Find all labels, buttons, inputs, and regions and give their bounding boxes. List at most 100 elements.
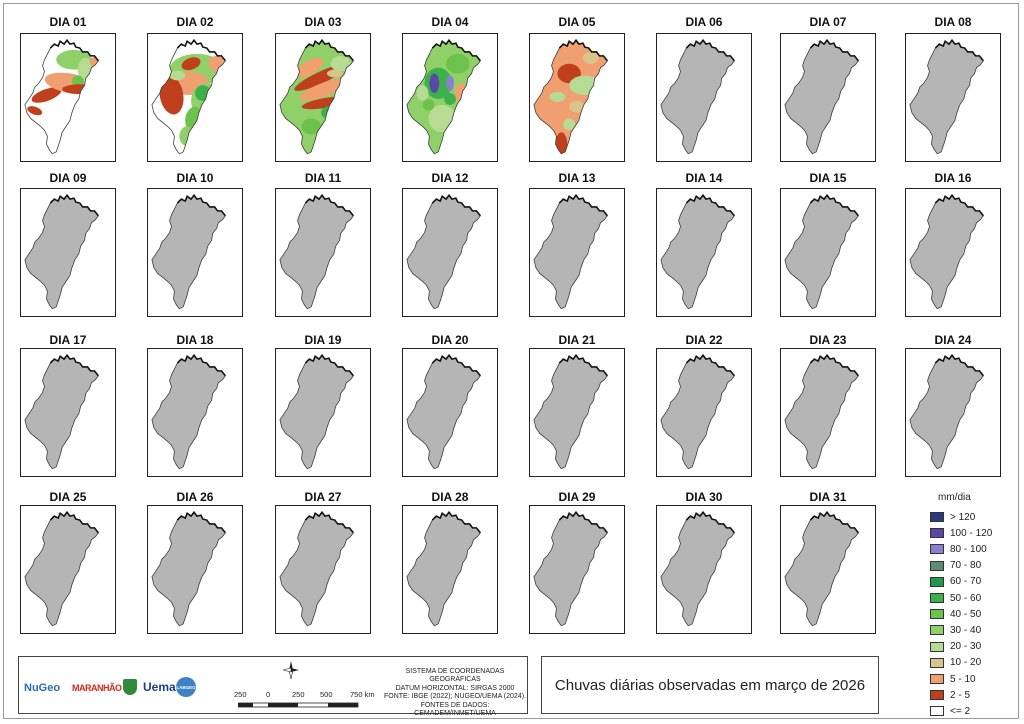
legend-item: 70 - 80 xyxy=(930,559,981,573)
scale-tick-label: 500 xyxy=(320,690,333,699)
day-map-panel xyxy=(529,505,625,634)
day-label: DIA 11 xyxy=(304,171,342,185)
day-label: DIA 16 xyxy=(934,171,972,185)
day-map-panel xyxy=(147,188,243,317)
day-label: DIA 09 xyxy=(49,171,87,185)
day-map-panel xyxy=(275,33,371,162)
day-label: DIA 03 xyxy=(304,15,342,29)
day-map-panel xyxy=(275,505,371,634)
legend-label: 80 - 100 xyxy=(950,543,987,555)
credit-line: FONTE: IBGE (2022); NUGEO/UEMA (2024). xyxy=(384,693,526,701)
day-label: DIA 22 xyxy=(685,333,723,347)
maranhao-map xyxy=(533,38,608,155)
legend-swatch xyxy=(930,528,944,539)
legend-item: 100 - 120 xyxy=(930,526,992,540)
day-label: DIA 19 xyxy=(304,333,342,347)
day-label: DIA 15 xyxy=(809,171,847,185)
maranhao-map xyxy=(279,38,354,155)
legend-item: 40 - 50 xyxy=(930,607,981,621)
maranhao-map xyxy=(909,38,984,155)
legend-item: <= 2 xyxy=(930,704,970,718)
day-map-panel xyxy=(529,348,625,477)
day-label: DIA 02 xyxy=(176,15,214,29)
day-label: DIA 10 xyxy=(176,171,214,185)
day-map-panel xyxy=(905,348,1001,477)
north-arrow-icon xyxy=(282,661,299,680)
maranhao-map xyxy=(660,38,735,155)
legend-label: <= 2 xyxy=(950,705,971,717)
maranhao-map xyxy=(660,510,735,627)
maranhao-map xyxy=(279,353,354,470)
legend-swatch xyxy=(930,576,944,587)
scale-tick-label: 250 xyxy=(234,690,247,699)
maranhao-map xyxy=(406,193,481,310)
day-label: DIA 31 xyxy=(809,490,847,504)
day-map-panel xyxy=(780,33,876,162)
day-map-panel xyxy=(20,33,116,162)
legend-swatch xyxy=(930,560,944,571)
day-label: DIA 05 xyxy=(558,15,596,29)
legend-swatch xyxy=(930,690,944,701)
day-label: DIA 24 xyxy=(934,333,972,347)
legend-item: 2 - 5 xyxy=(930,688,970,702)
legend-label: > 120 xyxy=(950,511,976,523)
day-label: DIA 01 xyxy=(49,15,87,29)
maranhao-map xyxy=(406,38,481,155)
legend-item: 5 - 10 xyxy=(930,672,976,686)
legend-item: > 120 xyxy=(930,510,975,524)
day-map-panel xyxy=(275,188,371,317)
scale-tick-label: 250 xyxy=(292,690,305,699)
day-label: DIA 04 xyxy=(431,15,469,29)
day-label: DIA 13 xyxy=(558,171,596,185)
scale-tick-label: 0 xyxy=(266,690,271,699)
legend-label: 100 - 120 xyxy=(950,527,993,539)
maranhao-map xyxy=(406,510,481,627)
scale-bar xyxy=(238,702,359,708)
day-label: DIA 07 xyxy=(809,15,847,29)
crest-logo xyxy=(123,679,137,695)
legend-label: 5 - 10 xyxy=(950,673,976,685)
day-map-panel xyxy=(656,33,752,162)
maranhao-map xyxy=(24,353,99,470)
maranhao-map xyxy=(660,353,735,470)
title-box xyxy=(541,656,879,714)
maranhao-map xyxy=(279,193,354,310)
maranhao-map xyxy=(533,510,608,627)
maranhao-map xyxy=(909,353,984,470)
day-map-panel xyxy=(780,188,876,317)
legend-swatch xyxy=(930,657,944,668)
legend-swatch xyxy=(930,706,944,717)
day-label: DIA 28 xyxy=(431,490,469,504)
day-map-panel xyxy=(656,505,752,634)
maranhao-map xyxy=(24,193,99,310)
day-label: DIA 17 xyxy=(49,333,87,347)
map-title: Chuvas diárias observadas em março de 20… xyxy=(554,676,866,694)
legend-swatch xyxy=(930,593,944,603)
legend-label: 10 - 20 xyxy=(950,657,982,669)
day-label: DIA 30 xyxy=(685,490,723,504)
maranhao-map xyxy=(24,510,99,627)
legend-item: 50 - 60 xyxy=(930,591,981,605)
maranhao-map xyxy=(151,510,226,627)
day-map-panel xyxy=(780,348,876,477)
day-label: DIA 18 xyxy=(176,333,214,347)
day-label: DIA 26 xyxy=(176,490,214,504)
maranhao-map xyxy=(279,510,354,627)
maranhao-map xyxy=(784,38,859,155)
legend-label: 70 - 80 xyxy=(950,560,982,572)
nugeo-logo: NuGeo xyxy=(24,682,61,694)
labgeo-logo: LABGEO xyxy=(176,677,196,697)
day-map-panel xyxy=(402,188,498,317)
maranhao-map xyxy=(24,38,99,155)
legend-label: 20 - 30 xyxy=(950,641,982,653)
day-label: DIA 12 xyxy=(431,171,469,185)
maranhao-map xyxy=(406,353,481,470)
day-map-panel xyxy=(656,348,752,477)
day-label: DIA 20 xyxy=(431,333,469,347)
day-label: DIA 25 xyxy=(49,490,87,504)
day-map-panel xyxy=(275,348,371,477)
maranhao-map xyxy=(784,193,859,310)
legend-item: 20 - 30 xyxy=(930,640,981,654)
legend-swatch xyxy=(930,641,944,652)
day-map-panel xyxy=(20,348,116,477)
